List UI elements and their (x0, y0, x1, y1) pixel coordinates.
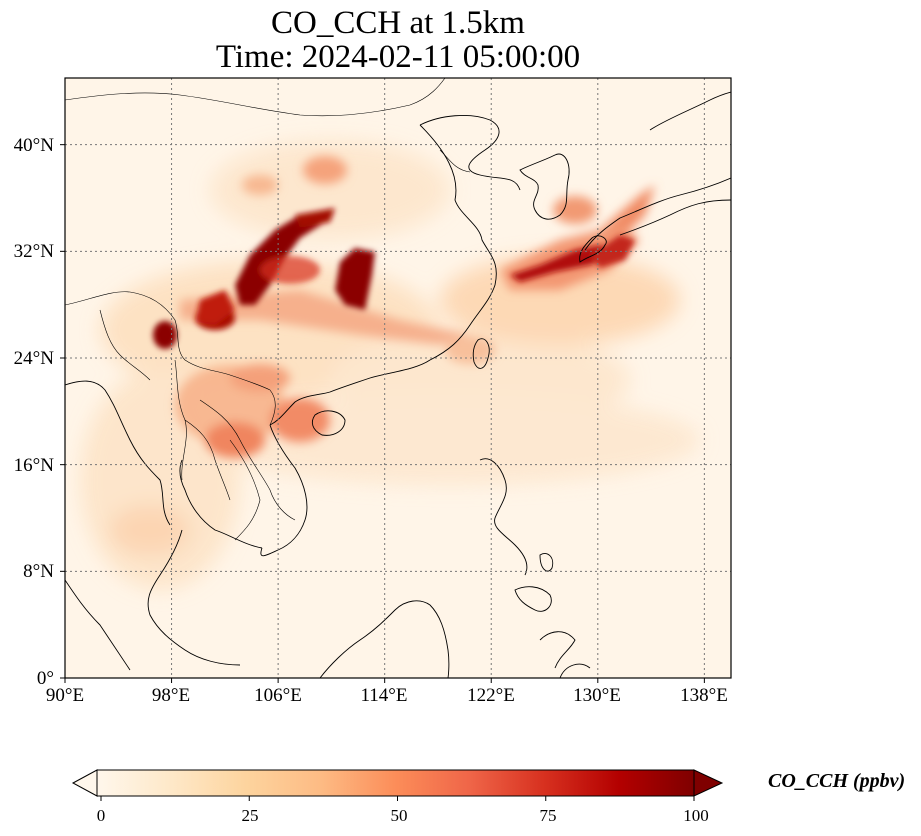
y-tick-label: 8°N (23, 561, 54, 582)
colorbar-min-extend (71, 769, 98, 797)
x-tick-label: 90°E (45, 685, 85, 706)
map-frame (64, 77, 732, 679)
gridlines (65, 78, 731, 678)
colorbar-gradient (96, 769, 695, 797)
coastlines (65, 91, 731, 678)
map-subtitle-time: Time: 2024-02-11 05:00:00 (215, 39, 581, 75)
colorbar-tick-label: 75 (539, 806, 557, 825)
x-tick-label: 114°E (360, 685, 408, 706)
colorbar-tick-label: 25 (241, 806, 259, 825)
x-tick-label: 138°E (680, 685, 728, 706)
y-tick-label: 24°N (13, 348, 54, 369)
map-title: CO_CCH at 1.5km (271, 5, 525, 41)
x-tick-label: 98°E (151, 685, 191, 706)
colorbar-tick-label: 100 (683, 806, 709, 825)
y-tick-label: 40°N (13, 135, 54, 156)
y-tick-label: 0° (36, 668, 54, 689)
country-borders (65, 78, 471, 541)
colorbar-tick-label: 0 (96, 806, 106, 825)
x-tick-label: 130°E (573, 685, 621, 706)
x-tick-label: 106°E (254, 685, 302, 706)
colorbar-tick-label: 50 (390, 806, 408, 825)
colorbar-max-extend (693, 769, 724, 797)
concentration-field (65, 78, 731, 678)
strong-plumes (153, 208, 635, 349)
colorbar-label: CO_CCH (ppbv) (768, 770, 906, 792)
y-tick-label: 16°N (13, 455, 54, 476)
colorbar (71, 769, 724, 801)
tick-marks (60, 144, 705, 683)
x-tick-label: 122°E (467, 685, 515, 706)
y-tick-label: 32°N (13, 241, 54, 262)
